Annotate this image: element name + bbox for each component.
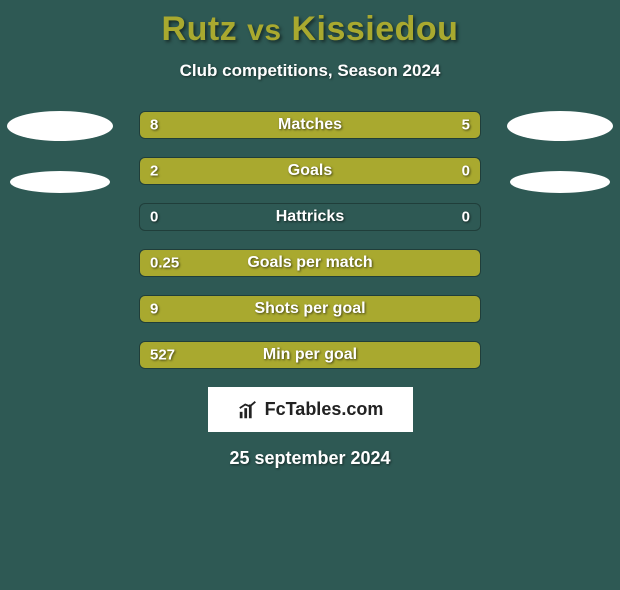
avatar-body-icon — [510, 171, 610, 193]
stat-bars: 85Matches 20Goals 00Hattricks 0.25Goals per… — [139, 111, 481, 369]
brand-text: FcTables.com — [265, 399, 384, 420]
avatar-head-icon — [7, 111, 113, 141]
avatar-head-icon — [507, 111, 613, 141]
subtitle: Club competitions, Season 2024 — [0, 61, 620, 81]
stat-row: 85Matches — [139, 111, 481, 139]
stat-row: 00Hattricks — [139, 203, 481, 231]
avatar-body-icon — [10, 171, 110, 193]
stat-label: Hattricks — [140, 208, 480, 226]
player2-avatar — [505, 111, 615, 193]
stat-label: Shots per goal — [140, 300, 480, 318]
player1-name: Rutz — [162, 10, 238, 48]
brand-badge: FcTables.com — [208, 387, 413, 432]
player2-name: Kissiedou — [291, 10, 458, 48]
stat-label: Goals per match — [140, 254, 480, 272]
page-title: Rutz vs Kissiedou — [0, 10, 620, 49]
brand-chart-icon — [237, 399, 259, 421]
stat-row: 9Shots per goal — [139, 295, 481, 323]
stat-row: 20Goals — [139, 157, 481, 185]
stat-row: 527Min per goal — [139, 341, 481, 369]
player1-avatar — [5, 111, 115, 193]
stat-label: Min per goal — [140, 346, 480, 364]
comparison-stage: 85Matches 20Goals 00Hattricks 0.25Goals per… — [0, 111, 620, 369]
stat-label: Matches — [140, 116, 480, 134]
stat-row: 0.25Goals per match — [139, 249, 481, 277]
stat-label: Goals — [140, 162, 480, 180]
vs-label: vs — [247, 14, 281, 47]
footer-date: 25 september 2024 — [0, 448, 620, 469]
